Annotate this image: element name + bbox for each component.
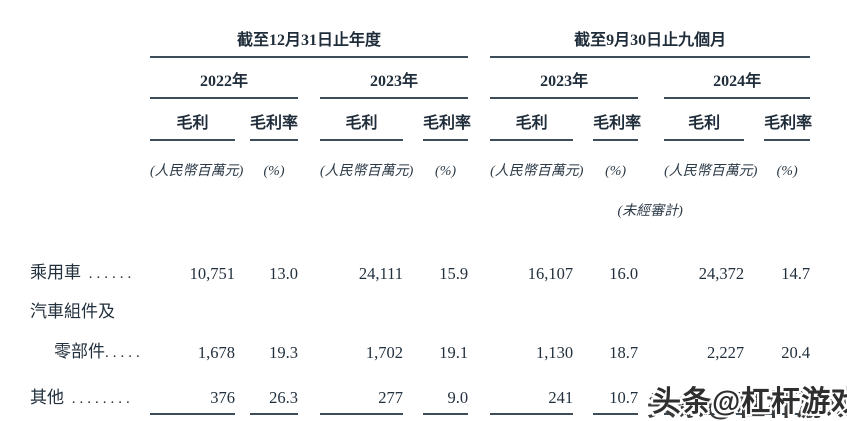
col-gp-2022: 毛利 [150,98,235,141]
cell-value: 1,130 [535,342,574,362]
cell-value-total: 12,805 [150,414,235,421]
row-label: 零部件..... [30,328,150,368]
unit-rmb-4: (人民幣百萬元) [664,163,758,179]
table-row-passenger-vehicles: 乘用車 ...... 10,751 13.0 24,111 15.9 16,10… [30,248,810,289]
cell-value-total: 13.8 [250,414,298,421]
cell-value: 13.0 [269,263,298,283]
cell-value-total: 26,090 [320,414,403,421]
toutiao-watermark: 头条@杠杆游戏 [652,386,847,418]
cell-value: 16.0 [609,263,639,283]
row-label: 乘用車 ...... [30,248,150,289]
unit-rmb-3: (人民幣百萬元) [490,163,584,179]
cell-value: 6.8 [764,368,811,415]
cell-value: 10,751 [189,263,235,283]
row-label-text: 其他 [30,388,64,408]
col-gp-2023fy: 毛利 [320,98,403,141]
unit-pct-2: (%) [435,163,457,179]
period-9m-header: 截至9月30日止九個月 [490,16,811,58]
cell-value: 9.0 [423,368,469,415]
table-row-auto-components-line2: 零部件..... 1,678 19.3 1,702 19.1 1,130 18.… [30,328,810,368]
year-header-row: 2022年 2023年 2023年 2024年 [30,57,811,99]
row-label: 其他 ........ [30,368,150,414]
row-label-text: 乘用車 [30,263,81,283]
unit-rmb-2: (人民幣百萬元) [320,163,414,179]
year-2023-fy: 2023年 [320,57,469,99]
unit-rmb-1: (人民幣百萬元) [150,163,244,179]
cell-value: 16,107 [527,263,574,283]
cell-value-total: 16.1 [593,414,638,421]
unit-pct-4: (%) [776,163,798,179]
cell-value: 15.9 [439,263,469,283]
cell-value: 376 [150,368,235,415]
cell-value: 18.7 [609,342,639,362]
col-gpm-2024: 毛利率 [764,98,812,141]
unit-pct-1: (%) [263,163,285,179]
row-label-text: 汽車組件及 [30,302,115,322]
cell-value: 24,372 [698,263,745,283]
period-header-row: 截至12月31日止年度 截至9月30日止九個月 [30,16,811,58]
unaudited-note: (未經審計) [617,203,683,219]
cell-value: 2,227 [706,342,745,362]
period-fy-header: 截至12月31日止年度 [150,16,469,58]
dot-leader: ..... [105,345,144,362]
col-gp-20239m: 毛利 [490,98,574,141]
year-2023-9m: 2023年 [490,57,639,99]
col-gpm-2023fy: 毛利率 [423,98,471,141]
table-row-others: 其他 ........ 376 26.3 277 9.0 241 10.7 40… [30,368,811,415]
cell-value: 26.3 [250,368,298,415]
units-row: (人民幣百萬元) (%) (人民幣百萬元) (%) (人民幣百萬元) (%) (… [30,140,810,186]
gross-profit-table: 截至12月31日止年度 截至9月30日止九個月 2022年 2023年 2023… [30,16,812,421]
col-gp-2024: 毛利 [664,98,745,141]
cell-value: 1,702 [365,342,403,362]
cell-value: 19.3 [269,342,298,362]
unit-pct-3: (%) [605,163,627,179]
row-label: 汽車組件及 [30,289,150,328]
cell-value-total: 16.0 [423,414,468,421]
cell-value: 24,111 [358,263,403,283]
dot-leader: ........ [64,391,134,408]
column-header-row: 毛利 毛利率 毛利 毛利率 毛利 毛利率 毛利 毛利率 [30,98,812,141]
unaudited-row: (未經審計) [30,186,810,226]
cell-value: 1,678 [197,342,235,362]
dot-leader: ...... [81,266,136,283]
cell-value: 10.7 [593,368,639,415]
col-gpm-2022: 毛利率 [250,98,298,141]
cell-value: 20.4 [781,342,811,362]
cell-value: 19.1 [439,342,469,362]
cell-value-total: 17,478 [490,414,573,421]
year-2022: 2022年 [150,57,298,99]
cell-value: 405 [664,368,745,415]
cell-value: 14.7 [781,263,811,283]
year-2024: 2024年 [664,57,811,99]
row-label: 總計 ........ [30,414,150,421]
col-gpm-20239m: 毛利率 [593,98,641,141]
table-row-auto-components-line1: 汽車組件及 [30,289,810,328]
cell-value: 241 [490,368,574,415]
row-label-text: 零部件 [54,342,105,362]
cell-value: 277 [320,368,403,415]
